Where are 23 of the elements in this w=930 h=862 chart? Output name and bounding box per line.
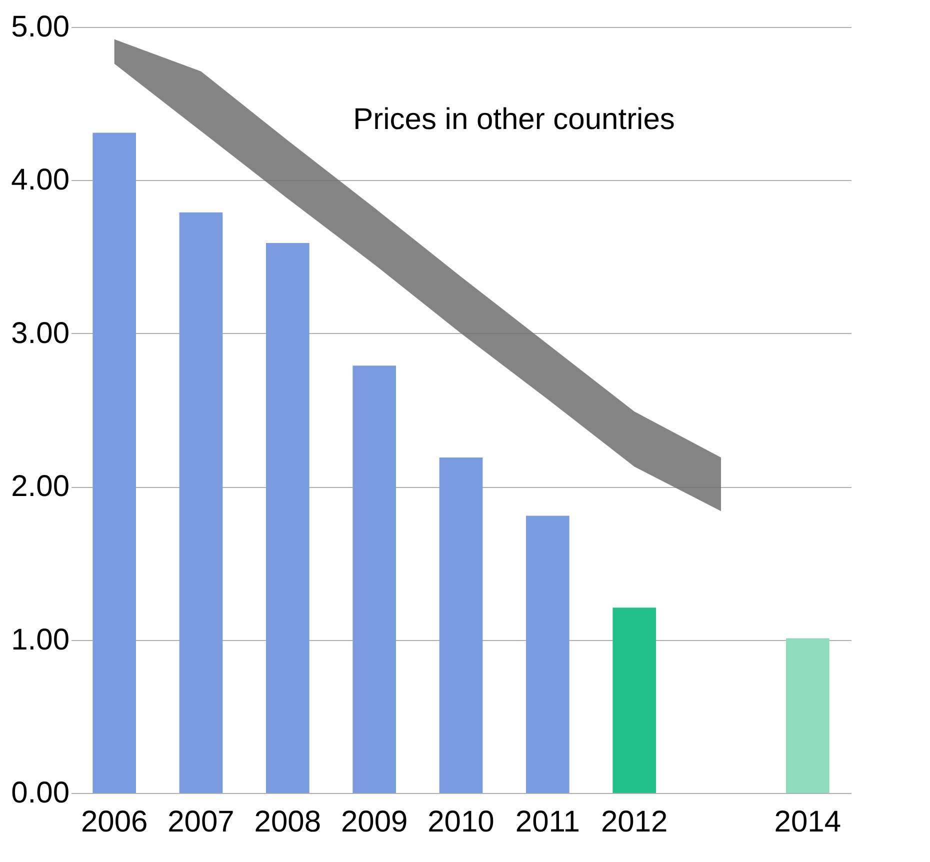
x-tick-label: 2010	[428, 806, 494, 838]
y-tick-label: 0.00	[11, 776, 70, 810]
bar	[179, 212, 223, 793]
y-tick-label: 1.00	[11, 623, 70, 656]
x-tick-label: 2008	[254, 806, 322, 838]
x-tick-label: 2012	[600, 806, 668, 838]
y-tick-label: 4.00	[11, 164, 70, 197]
y-tick-label: 2.00	[11, 470, 70, 504]
bar	[612, 608, 656, 793]
bar	[266, 243, 310, 793]
bar	[526, 516, 570, 793]
x-tick-label: 2011	[515, 806, 580, 838]
bar	[352, 366, 396, 793]
x-tick-label: 2009	[340, 806, 408, 838]
bar	[439, 457, 483, 793]
annotation: Prices in other countries	[353, 103, 675, 136]
bar	[786, 638, 830, 793]
y-tick-label: 5.00	[11, 10, 70, 44]
x-tick-label: 2007	[168, 806, 234, 838]
bar	[92, 132, 136, 793]
x-tick-label: 2006	[80, 806, 148, 838]
y-tick-label: 3.00	[11, 316, 70, 350]
x-tick-label: 2014	[774, 806, 842, 838]
